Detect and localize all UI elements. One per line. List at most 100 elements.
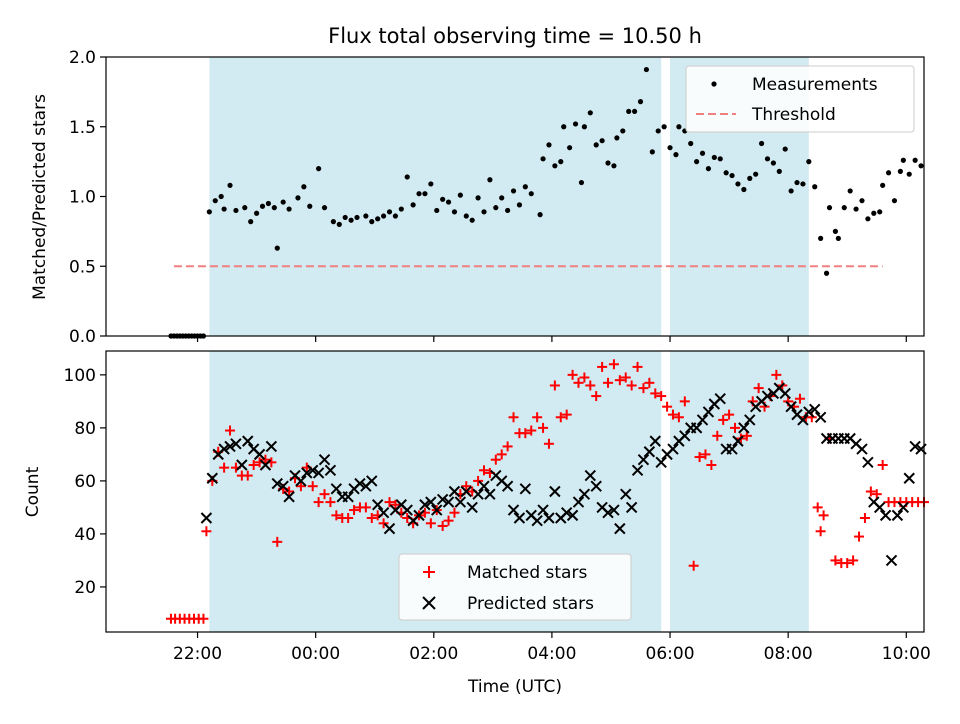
predicted-star-b — [850, 438, 862, 450]
bottom-legend-box — [398, 553, 632, 621]
predicted-star-b — [478, 480, 490, 492]
measurement-point — [865, 216, 871, 222]
predicted-star-point — [466, 501, 478, 514]
measurement-point — [753, 171, 759, 177]
matched-star-point — [871, 489, 882, 500]
predicted-star-point — [371, 499, 384, 511]
predicted-star-point — [277, 480, 289, 492]
predicted-star-point — [891, 509, 904, 522]
predicted-star-b — [879, 509, 892, 522]
measurement-point — [271, 205, 277, 211]
predicted-star-b — [242, 435, 254, 447]
matched-star-point — [561, 409, 572, 420]
predicted-star-b — [572, 496, 585, 508]
predicted-star-point — [537, 504, 549, 516]
matched-star-point — [848, 555, 859, 566]
predicted-star-point — [484, 488, 496, 500]
matched-star-point — [724, 409, 735, 420]
predicted-star-b — [903, 472, 915, 484]
measurement-point — [818, 235, 824, 241]
measurement-point — [717, 156, 723, 162]
measurement-point — [747, 175, 753, 181]
predicted-star-point — [230, 438, 242, 450]
matched-star-point — [603, 377, 614, 388]
measurement-point — [637, 99, 644, 105]
matched-star-point — [608, 359, 619, 370]
predicted-star-b — [549, 485, 561, 498]
predicted-star-point — [330, 483, 343, 495]
predicted-star-b — [738, 422, 750, 434]
matched-star-point — [543, 438, 554, 449]
measurement-point — [227, 182, 233, 188]
measurement-point — [741, 186, 747, 193]
matched-star-point — [538, 422, 549, 433]
top-legend-box — [685, 65, 915, 133]
measurement-point — [386, 209, 393, 215]
measurement-point — [688, 140, 694, 147]
matched-star-point — [307, 481, 318, 492]
x-tick-label: 02:00 — [409, 644, 458, 664]
measurement-point — [578, 179, 585, 186]
predicted-star-b — [844, 432, 856, 445]
predicted-star-point — [578, 488, 591, 500]
measurement-point — [354, 214, 360, 221]
predicted-star-b — [744, 414, 756, 426]
measurement-point — [233, 207, 239, 214]
measurement-point — [493, 205, 499, 211]
matched-star-point — [632, 361, 643, 372]
measurement-point — [694, 159, 700, 165]
predicted-star-b — [779, 387, 791, 400]
matched-star-point — [219, 462, 230, 473]
predicted-star-b — [702, 406, 715, 418]
chart-title: Flux total observing time = 10.50 h — [328, 24, 702, 48]
observing-interval-0 — [209, 57, 662, 336]
predicted-star-b — [436, 493, 449, 506]
predicted-star-b — [271, 477, 283, 490]
bottom-y-tick-label: 80 — [74, 419, 96, 439]
measurement-point — [572, 121, 579, 127]
matched-star-point — [644, 377, 655, 388]
measurement-point — [505, 207, 511, 214]
measurement-point — [877, 209, 883, 215]
predicted-star-b — [501, 480, 514, 492]
predicted-star-b — [655, 456, 667, 469]
measurement-point — [369, 219, 375, 225]
predicted-star-b — [897, 501, 910, 514]
predicted-star-b — [324, 464, 337, 476]
predicted-star-b — [419, 499, 431, 511]
matched-star-point — [360, 502, 371, 513]
predicted-star-b — [289, 469, 301, 482]
matched-star-point — [662, 401, 673, 412]
predicted-star-point — [903, 472, 915, 484]
matched-star-point — [753, 383, 764, 394]
predicted-star-point — [584, 469, 597, 482]
predicted-star-b — [602, 507, 614, 519]
measurement-point — [871, 210, 877, 216]
measurement-point — [626, 108, 632, 115]
predicted-star-point — [425, 496, 437, 508]
x-tick-label: 22:00 — [173, 644, 222, 664]
measurement-point — [416, 191, 422, 197]
predicted-star-b — [490, 469, 502, 482]
predicted-star-point — [620, 488, 632, 500]
measurement-point — [885, 170, 892, 176]
predicted-star-point — [744, 414, 756, 426]
matched-star-point — [443, 515, 454, 526]
measurement-point — [516, 202, 523, 208]
measurement-point — [451, 209, 458, 215]
measurement-point — [614, 135, 620, 141]
matched-star-point — [842, 558, 853, 569]
x-tick-label: 08:00 — [764, 644, 813, 664]
measurement-point — [265, 200, 272, 207]
measurement-point — [567, 145, 573, 151]
predicted-star-b — [803, 406, 815, 418]
measurement-point — [330, 219, 336, 225]
matched-star-point — [449, 507, 460, 518]
matched-star-point — [272, 536, 283, 547]
matched-star-point — [626, 380, 637, 391]
x-tick-label: 06:00 — [646, 644, 695, 664]
matched-star-point — [366, 513, 377, 524]
matched-star-point — [650, 388, 661, 399]
predicted-star-b — [885, 554, 898, 567]
